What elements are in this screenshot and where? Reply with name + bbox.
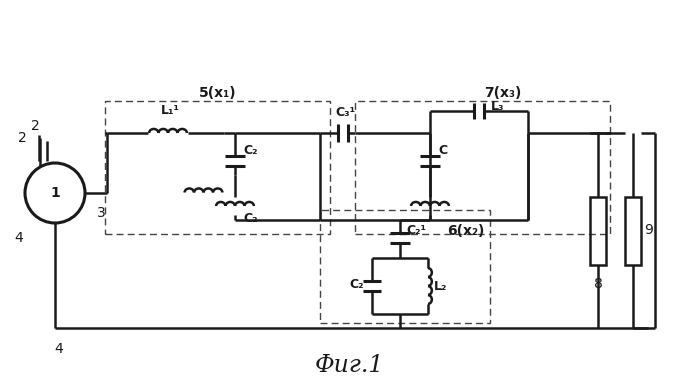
Text: 4: 4 (55, 342, 64, 356)
Text: C₂: C₂ (243, 211, 257, 225)
Text: C₃¹: C₃¹ (335, 106, 355, 119)
Text: 4: 4 (15, 231, 23, 245)
Text: 7(x₃): 7(x₃) (484, 86, 521, 100)
Text: 3: 3 (97, 206, 106, 220)
Text: 8: 8 (593, 277, 603, 291)
Text: Фиг.1: Фиг.1 (315, 355, 384, 378)
Text: C₂: C₂ (350, 277, 364, 291)
Text: L₂: L₂ (434, 279, 447, 293)
Text: L₃: L₃ (491, 99, 505, 113)
Bar (590, 196, 606, 265)
Text: 5(x₁): 5(x₁) (199, 86, 236, 100)
Bar (625, 196, 641, 265)
Text: 6(x₂): 6(x₂) (447, 224, 485, 238)
Text: C₂¹: C₂¹ (406, 223, 426, 237)
Text: 9: 9 (644, 223, 653, 237)
Text: 1: 1 (50, 186, 60, 200)
Text: L₁¹: L₁¹ (161, 104, 180, 117)
Text: C₂: C₂ (243, 144, 257, 158)
Text: 2: 2 (31, 119, 39, 133)
Text: 2: 2 (17, 131, 27, 145)
Text: C: C (438, 144, 447, 158)
